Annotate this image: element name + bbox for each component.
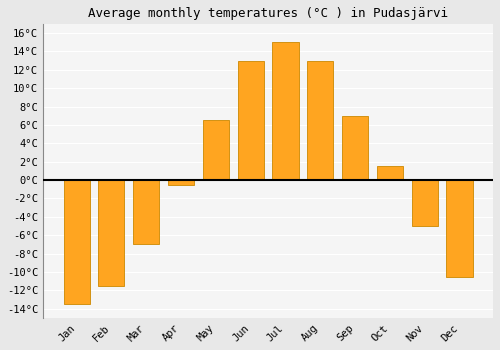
Bar xyxy=(98,180,124,286)
Bar xyxy=(412,180,438,226)
Bar xyxy=(203,120,229,180)
Bar xyxy=(446,180,472,276)
Bar xyxy=(133,180,160,244)
Bar xyxy=(307,61,334,180)
Bar xyxy=(238,61,264,180)
Bar xyxy=(342,116,368,180)
Title: Average monthly temperatures (°C ) in Pudasjärvi: Average monthly temperatures (°C ) in Pu… xyxy=(88,7,448,20)
Bar xyxy=(377,166,403,180)
Bar xyxy=(64,180,90,304)
Bar xyxy=(272,42,298,180)
Bar xyxy=(168,180,194,185)
